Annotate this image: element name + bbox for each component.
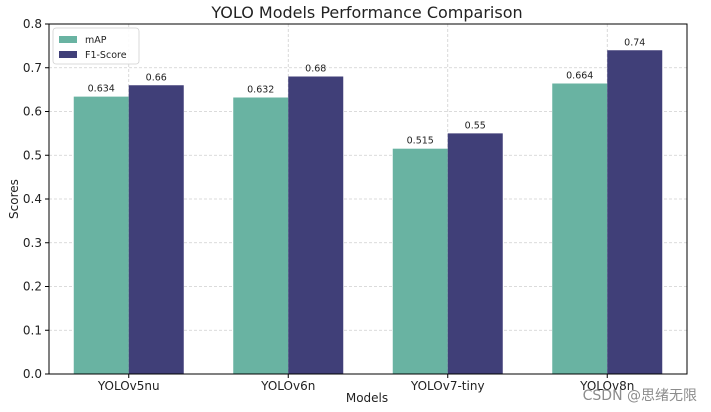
bar-f1-score (447, 133, 503, 374)
bar-map (233, 97, 289, 374)
bar-map (392, 148, 448, 374)
y-tick-label: 0.3 (23, 236, 42, 250)
bar-value-label: 0.55 (465, 120, 486, 131)
y-tick-label: 0.0 (23, 367, 42, 381)
x-ticks: YOLOv5nu YOLOv6n YOLOv7-tiny YOLOv8n (97, 374, 634, 393)
bar-f1-score (288, 76, 344, 374)
y-tick-label: 0.4 (23, 192, 42, 206)
y-tick-label: 0.6 (23, 105, 42, 119)
bar-f1-score (607, 50, 663, 374)
x-tick-label: YOLOv5nu (97, 379, 160, 393)
x-axis-title: Models (346, 391, 388, 405)
bar-value-label: 0.68 (305, 64, 326, 75)
y-axis-title: Scores (7, 179, 21, 219)
y-tick-label: 0.7 (23, 61, 42, 75)
chart-title: YOLO Models Performance Comparison (210, 3, 522, 22)
bar-value-label: 0.664 (566, 71, 593, 82)
legend-swatch (59, 51, 77, 58)
watermark: CSDN @思绪无限 (583, 388, 697, 404)
bar-value-label: 0.515 (407, 136, 434, 147)
bar-map (73, 96, 129, 374)
bar-value-label: 0.66 (146, 72, 167, 83)
bars: 0.634 0.632 0.515 0.664 0.66 0.68 0.55 0.74 (73, 37, 663, 374)
legend-swatch (59, 36, 77, 43)
y-tick-label: 0.8 (23, 17, 42, 31)
legend: mAP F1-Score (52, 27, 140, 65)
bar-map (552, 83, 608, 374)
bar-value-label: 0.74 (624, 37, 645, 48)
x-tick-label: YOLOv7-tiny (410, 379, 485, 393)
y-ticks: 0.0 0.1 0.2 0.3 0.4 0.5 0.6 0.7 0.8 (23, 17, 49, 381)
bar-f1-score (128, 85, 184, 374)
y-tick-label: 0.1 (23, 323, 42, 337)
y-tick-label: 0.5 (23, 148, 42, 162)
bar-value-label: 0.632 (247, 85, 274, 96)
y-tick-label: 0.2 (23, 280, 42, 294)
x-tick-label: YOLOv8n (579, 379, 634, 393)
legend-label: mAP (85, 35, 107, 46)
bar-value-label: 0.634 (88, 84, 115, 95)
x-tick-label: YOLOv6n (260, 379, 315, 393)
legend-label: F1-Score (85, 50, 127, 61)
